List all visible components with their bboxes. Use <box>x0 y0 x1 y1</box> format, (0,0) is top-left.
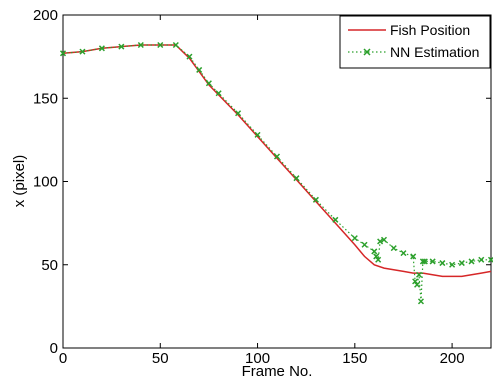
data-point-marker <box>412 278 419 285</box>
y-tick-label: 150 <box>33 90 58 107</box>
data-point-marker <box>196 66 203 73</box>
series-layer <box>59 41 493 305</box>
legend: Fish Position NN Estimation <box>339 15 491 69</box>
data-point-marker <box>157 41 164 49</box>
x-tick-label: 0 <box>59 350 67 367</box>
data-point-marker <box>417 298 424 305</box>
legend-box <box>339 15 491 69</box>
data-point-marker <box>98 45 105 52</box>
x-axis-ticks: 0 50 100 150 200 <box>59 15 465 367</box>
data-point-marker <box>293 175 300 182</box>
x-tick-label: 150 <box>342 350 367 367</box>
data-point-marker <box>137 41 144 49</box>
x-tick-label: 50 <box>152 350 169 367</box>
data-point-marker <box>332 216 339 223</box>
data-point-marker <box>373 253 380 260</box>
data-point-marker <box>361 241 368 248</box>
data-point-marker <box>254 131 261 138</box>
y-axis-ticks: 0 50 100 150 200 <box>33 7 491 357</box>
data-point-marker <box>414 281 421 288</box>
y-axis-label: x (pixel) <box>11 155 28 208</box>
data-point-marker <box>478 256 485 263</box>
data-point-marker <box>380 236 388 243</box>
data-point-marker <box>429 258 436 265</box>
y-tick-label: 100 <box>33 174 58 191</box>
data-point-marker <box>273 153 281 160</box>
legend-marker-nn-estimation <box>363 48 371 56</box>
data-point-marker <box>468 258 475 265</box>
data-point-marker <box>79 48 86 55</box>
x-tick-label: 100 <box>245 350 270 367</box>
data-point-marker <box>415 271 423 278</box>
data-point-marker <box>235 110 242 117</box>
data-point-marker <box>118 43 125 50</box>
data-point-marker <box>312 196 319 203</box>
data-point-marker <box>351 235 358 242</box>
data-point-marker <box>375 256 382 263</box>
data-point-marker <box>186 53 193 60</box>
data-point-marker <box>215 90 222 97</box>
y-tick-label: 50 <box>41 257 58 274</box>
x-axis-label: Frame No. <box>242 363 313 380</box>
data-point-marker <box>377 238 384 245</box>
y-tick-label: 0 <box>50 340 58 357</box>
legend-label-fish-position: Fish Position <box>390 22 470 38</box>
data-point-marker <box>439 260 446 267</box>
x-tick-label: 200 <box>440 350 465 367</box>
legend-label-nn-estimation: NN Estimation <box>390 44 479 60</box>
y-tick-label: 200 <box>33 7 58 24</box>
data-point-marker <box>419 258 426 265</box>
data-point-marker <box>59 50 67 57</box>
data-point-marker <box>400 250 407 257</box>
data-point-marker <box>449 261 456 268</box>
data-point-marker <box>458 260 465 267</box>
data-point-marker <box>421 258 428 265</box>
plot-area <box>62 14 492 349</box>
data-point-marker <box>371 248 378 255</box>
data-point-marker <box>390 245 397 252</box>
data-point-marker <box>172 41 179 49</box>
series-markers-nn-estimation <box>59 41 493 305</box>
data-point-marker <box>205 80 212 87</box>
data-point-marker <box>410 253 417 260</box>
